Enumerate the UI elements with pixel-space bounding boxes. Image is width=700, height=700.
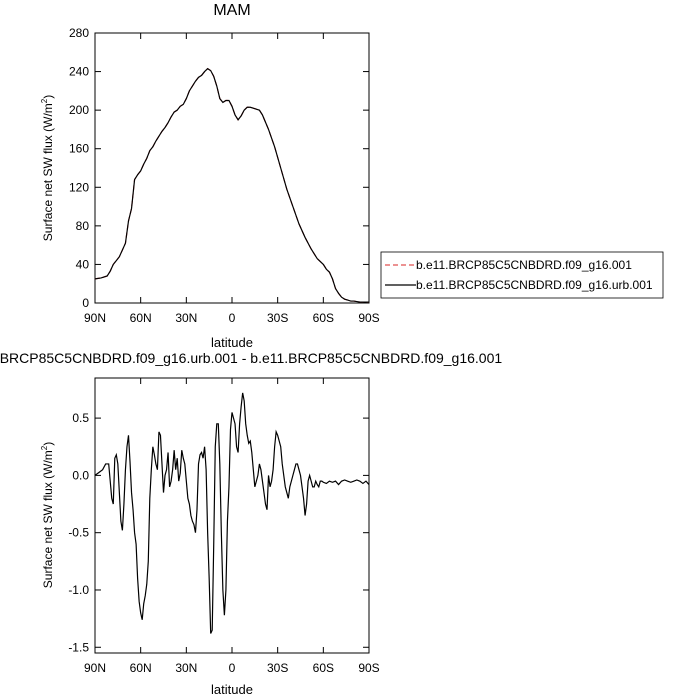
top-y-tick-label: 200	[69, 103, 89, 117]
bottom-chart-title: b.e11.BRCP85C5CNBDRD.f09_g16.urb.001 - b…	[0, 350, 502, 366]
top-series-line-1	[94, 67, 369, 303]
top-y-tick-label: 0	[82, 296, 89, 310]
bottom-x-tick-label: 90S	[358, 661, 379, 675]
top-chart-title: MAM	[213, 2, 250, 19]
top-series-line-0	[94, 67, 369, 303]
bottom-x-tick-label: 60N	[130, 661, 152, 675]
top-x-tick-label: 90N	[84, 311, 106, 325]
top-y-tick-label: 80	[76, 219, 90, 233]
top-y-tick-label: 240	[69, 65, 89, 79]
top-y-axis-label: Surface net SW flux (W/m2)	[40, 95, 55, 241]
bottom-y-tick-label: -1.0	[68, 583, 89, 597]
top-x-tick-label: 30N	[175, 311, 197, 325]
bottom-x-tick-label: 30S	[267, 661, 288, 675]
bottom-plot-frame	[94, 377, 370, 654]
bottom-y-axis-label: Surface net SW flux (W/m2)	[40, 442, 55, 588]
bottom-y-tick-label: -1.5	[68, 640, 89, 654]
top-plot-frame	[94, 32, 370, 304]
top-x-tick-label: 90S	[358, 311, 379, 325]
bottom-y-tick-label: 0.5	[72, 411, 89, 425]
top-y-tick-label: 40	[76, 257, 90, 271]
bottom-x-axis-label: latitude	[211, 682, 253, 697]
top-y-tick-label: 160	[69, 142, 89, 156]
top-x-tick-label: 0	[229, 311, 236, 325]
bottom-y-tick-label: 0.0	[72, 468, 89, 482]
top-y-tick-label: 120	[69, 180, 89, 194]
legend-label-control: b.e11.BRCP85C5CNBDRD.f09_g16.001	[416, 258, 632, 272]
legend-label-urban: b.e11.BRCP85C5CNBDRD.f09_g16.urb.001	[416, 278, 653, 292]
legend-box	[380, 251, 664, 299]
top-x-tick-label: 30S	[267, 311, 288, 325]
bottom-x-tick-label: 0	[229, 661, 236, 675]
top-x-tick-label: 60S	[313, 311, 334, 325]
bottom-x-tick-label: 90N	[84, 661, 106, 675]
bottom-x-tick-label: 30N	[175, 661, 197, 675]
top-y-tick-label: 280	[69, 26, 89, 40]
bottom-series-line-0	[94, 392, 370, 634]
top-x-tick-label: 60N	[130, 311, 152, 325]
bottom-x-tick-label: 60S	[313, 661, 334, 675]
top-x-axis-label: latitude	[211, 335, 253, 350]
bottom-y-tick-label: -0.5	[68, 526, 89, 540]
